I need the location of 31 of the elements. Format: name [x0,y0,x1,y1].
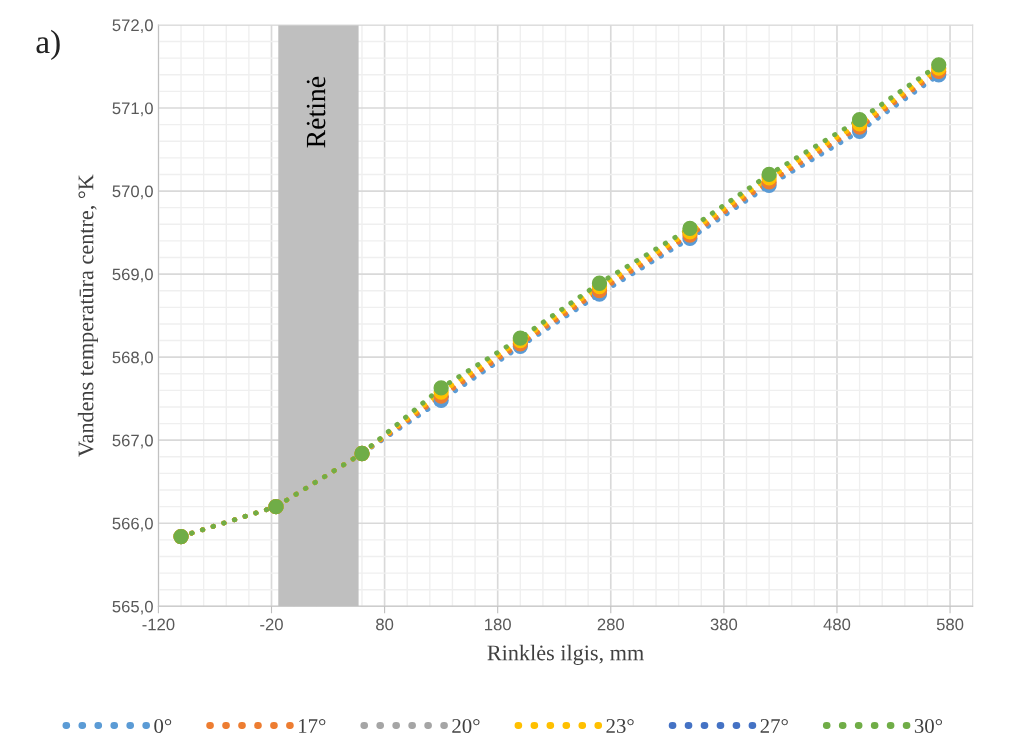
y-tick-label: 570,0 [112,185,153,200]
legend-label: 23° [606,718,634,734]
x-tick-label: -120 [142,618,175,631]
y-tick-label: 566,0 [112,517,153,532]
y-tick-label: 568,0 [112,351,153,366]
x-axis-title: Rinklės ilgis, mm [487,644,644,665]
y-tick-label: 572,0 [112,19,153,34]
x-tick-label: -20 [260,618,283,631]
x-tick-label: 280 [597,618,625,631]
legend-label: 17° [299,718,326,733]
point [851,111,868,128]
band-label: Rėtinė [306,76,326,148]
x-tick-label: 180 [485,618,511,631]
x-tick-label: 80 [376,618,394,631]
point [682,220,698,237]
x-tick-label: 580 [936,618,964,631]
x-tick-label: 380 [710,618,738,631]
y-axis-title: Vandens temperatūra centre, °K [77,174,98,457]
y-tick-label: 571,0 [112,102,153,117]
x-tick-label: 480 [823,618,851,631]
y-tick-label: 567,0 [112,434,153,449]
legend-label: 27° [760,718,788,733]
point [433,380,449,396]
text: a) [36,29,60,61]
point [761,166,777,183]
y-tick-label: 569,0 [112,268,153,283]
legend-label: 30° [914,718,943,734]
y-tick-label: 565,0 [112,600,153,615]
legend-label: 20° [452,718,480,734]
legend-label: 0° [154,718,172,734]
point [591,275,608,291]
